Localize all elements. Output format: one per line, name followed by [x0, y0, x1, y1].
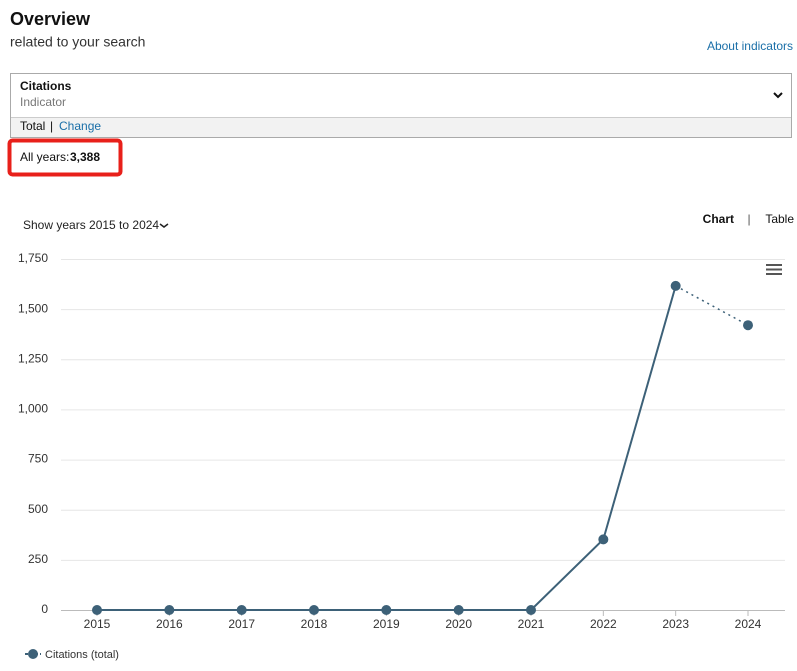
change-link[interactable]: Change [59, 119, 101, 133]
y-tick-label: 500 [28, 502, 48, 516]
summary-label: All years: [20, 150, 69, 164]
data-point [526, 605, 536, 615]
data-point [743, 320, 753, 331]
toggle-separator: | [747, 212, 750, 226]
title: Overview [10, 9, 91, 29]
x-tick-label: 2023 [662, 617, 689, 631]
table-toggle[interactable]: Table [765, 212, 794, 226]
x-tick-label: 2017 [228, 617, 255, 631]
summary-value: 3,388 [70, 150, 100, 164]
data-point [453, 605, 464, 615]
x-tick-label: 2024 [735, 617, 762, 631]
y-tick-label: 1,000 [18, 402, 48, 416]
x-tick-label: 2020 [445, 617, 472, 631]
data-point [309, 605, 319, 615]
y-tick-label: 1,750 [18, 251, 48, 265]
data-point [92, 605, 102, 615]
dropdown-chevron[interactable] [773, 92, 783, 99]
y-tick-label: 250 [28, 552, 48, 566]
year-range[interactable]: Show years 2015 to 2024 [23, 218, 159, 232]
subtitle: related to your search [10, 34, 145, 50]
highlight-box [7, 138, 123, 177]
legend-marker [28, 649, 38, 659]
menu-icon[interactable] [766, 264, 782, 275]
x-tick-label: 2021 [518, 617, 545, 631]
indicator-type: Indicator [20, 95, 66, 109]
range-chevron[interactable] [159, 223, 169, 228]
chart-toggle[interactable]: Chart [703, 212, 734, 226]
x-tick-label: 2019 [373, 617, 400, 631]
data-point [598, 534, 609, 545]
data-point [164, 605, 175, 615]
legend-label: Citations (total) [45, 649, 119, 661]
about-link[interactable]: About indicators [707, 39, 793, 53]
x-tick-label: 2015 [84, 617, 111, 631]
mode: Total [20, 119, 45, 133]
y-tick-label: 0 [41, 602, 48, 616]
data-point [236, 605, 247, 615]
x-tick-label: 2022 [590, 617, 617, 631]
line-projection [675, 285, 749, 326]
separator: | [50, 119, 53, 133]
data-point [670, 280, 681, 291]
line-series [97, 285, 677, 611]
indicator-name: Citations [20, 79, 72, 93]
mode-strip [11, 117, 791, 137]
y-tick-label: 750 [28, 452, 48, 466]
y-tick-label: 1,250 [18, 351, 48, 365]
y-tick-label: 1,500 [18, 301, 48, 315]
data-point [381, 605, 392, 615]
x-tick-label: 2016 [156, 617, 183, 631]
x-tick-label: 2018 [301, 617, 328, 631]
